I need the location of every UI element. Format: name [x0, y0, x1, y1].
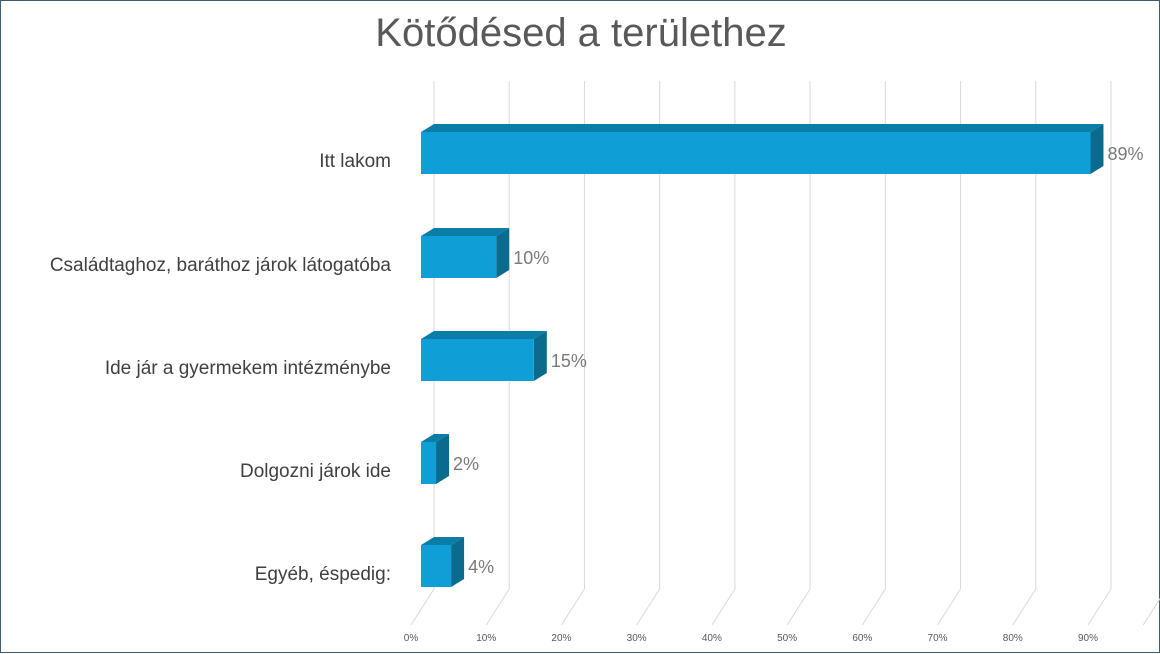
x-tick-label: 70% — [928, 633, 948, 644]
bar-side-face — [496, 228, 510, 278]
bar — [421, 132, 1091, 174]
gridline-floor — [1087, 588, 1112, 626]
gridline-floor — [786, 588, 811, 626]
gridline-floor — [561, 588, 585, 626]
x-tick-label: 20% — [551, 633, 571, 644]
data-label: 4% — [468, 557, 494, 577]
bar-side-face — [436, 434, 450, 484]
bar-side-face — [533, 331, 547, 381]
gridline-floor — [711, 588, 736, 626]
data-label: 89% — [1107, 144, 1143, 164]
bar-side-face — [1090, 124, 1104, 174]
bar — [421, 339, 534, 381]
bar-top-face — [421, 434, 450, 442]
gridline-floor — [861, 588, 886, 626]
bar-top-face — [421, 331, 547, 339]
gridline-floor — [937, 588, 961, 626]
bar — [421, 236, 497, 278]
bar-top-face — [421, 228, 510, 236]
chart-title: Kötődésed a területhez — [375, 11, 787, 55]
category-label: Itt lakom — [319, 151, 391, 172]
gridline-floor — [410, 588, 435, 626]
gridline-floor — [1012, 588, 1037, 626]
x-tick-label: 80% — [1003, 633, 1023, 644]
x-tick-label: 0% — [404, 633, 419, 644]
bar — [421, 442, 437, 484]
category-label: Ide jár a gyermekem intézménybe — [105, 358, 391, 379]
bar-side-face — [451, 537, 465, 587]
bar-top-face — [421, 124, 1104, 132]
gridline-floor — [636, 588, 661, 626]
category-label: Családtaghoz, baráthoz járok látogatóba — [50, 255, 392, 276]
gridline-floor — [485, 588, 510, 626]
data-label: 15% — [551, 351, 587, 371]
x-tick-label: 60% — [852, 633, 872, 644]
x-tick-label: 30% — [627, 633, 647, 644]
bar-top-face — [421, 537, 465, 545]
category-label: Dolgozni járok ide — [240, 461, 391, 482]
data-label: 2% — [453, 454, 479, 474]
data-label: 10% — [513, 248, 549, 268]
x-tick-label: 40% — [702, 633, 722, 644]
x-tick-label: 10% — [476, 633, 496, 644]
x-tick-label: 50% — [777, 633, 797, 644]
category-label: Egyéb, éspedig: — [255, 564, 391, 585]
gridline-floor — [1142, 597, 1160, 626]
bar — [421, 545, 452, 587]
x-tick-label: 90% — [1078, 633, 1098, 644]
